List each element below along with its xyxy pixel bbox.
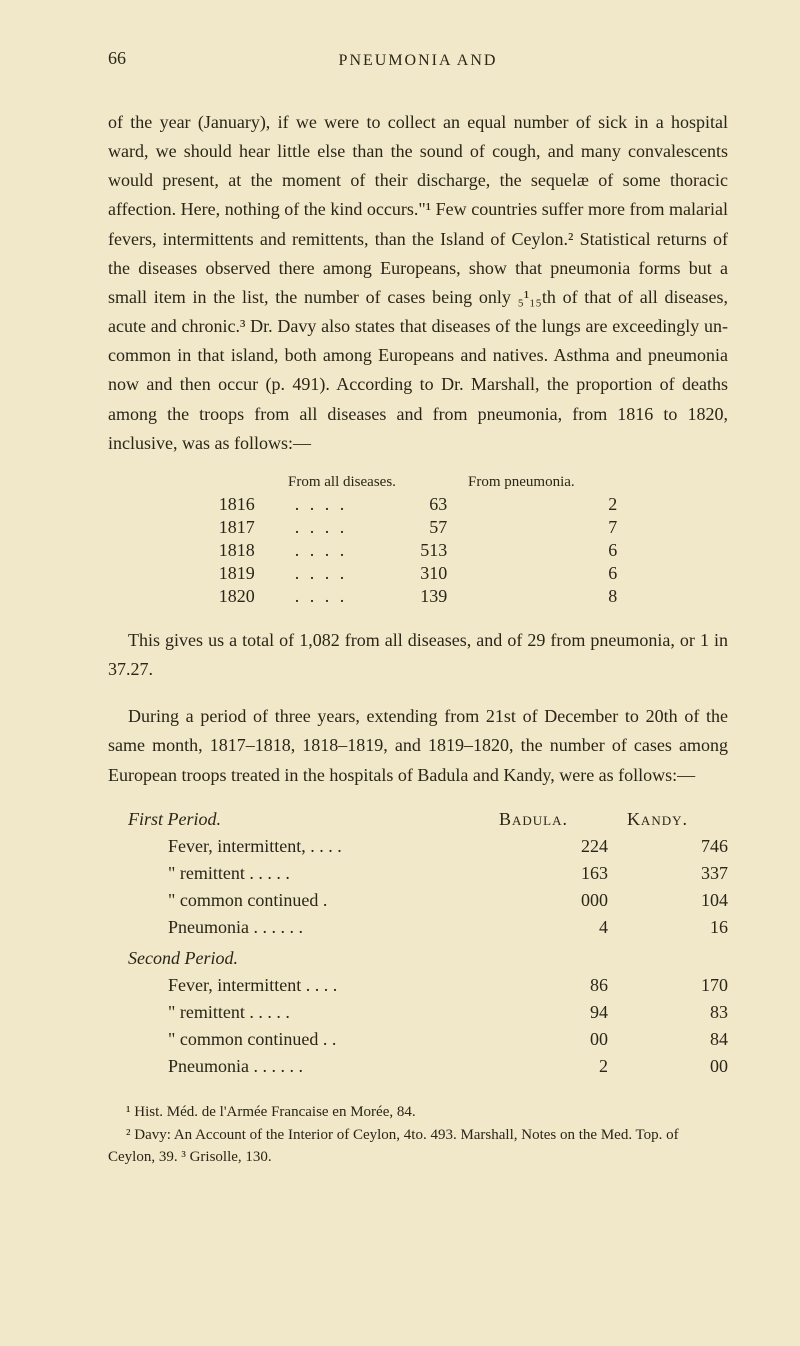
table-row: 1817 . . . . 57 7	[199, 516, 638, 539]
diseases-cell: 57	[367, 516, 467, 539]
dots-cell: . . . .	[275, 585, 368, 608]
row-c1: 224	[508, 833, 608, 860]
year-cell: 1816	[199, 493, 275, 516]
row-label: Fever, intermittent, . . . .	[108, 833, 508, 860]
second-period-header: Second Period.	[108, 945, 728, 972]
row-label: " remittent . . . . .	[108, 860, 508, 887]
year-cell: 1817	[199, 516, 275, 539]
year-cell: 1818	[199, 539, 275, 562]
table-1-head-col2: From pneumonia.	[468, 474, 628, 491]
table-1: 1816 . . . . 63 2 1817 . . . . 57 7 1818…	[199, 493, 638, 608]
period-row: " remittent . . . . . 163 337	[108, 860, 728, 887]
row-label: Fever, intermittent . . . .	[108, 972, 508, 999]
row-c2: 16	[608, 914, 728, 941]
footnote-1: ¹ Hist. Méd. de l'Armée Francaise en Mor…	[108, 1102, 728, 1124]
row-c2: 84	[608, 1026, 728, 1053]
blank	[468, 945, 568, 972]
col-head-kandy: Kandy.	[568, 806, 688, 833]
dots-cell: . . . .	[275, 539, 368, 562]
row-label: " common continued .	[108, 887, 508, 914]
table-row: 1816 . . . . 63 2	[199, 493, 638, 516]
row-c1: 94	[508, 999, 608, 1026]
paragraph-3: During a period of three years, extendin…	[108, 702, 728, 789]
row-c2: 83	[608, 999, 728, 1026]
footnotes: ¹ Hist. Méd. de l'Armée Francaise en Mor…	[108, 1102, 728, 1169]
second-period-label: Second Period.	[108, 945, 468, 972]
row-label: " common continued . .	[108, 1026, 508, 1053]
page-number: 66	[108, 48, 126, 69]
dots-cell: . . . .	[275, 493, 368, 516]
col-head-badula: Badula.	[468, 806, 568, 833]
period-row: Fever, intermittent, . . . . 224 746	[108, 833, 728, 860]
row-c2: 00	[608, 1053, 728, 1080]
paragraph-1: of the year (January), if we were to col…	[108, 108, 728, 458]
row-label: Pneumonia . . . . . .	[108, 914, 508, 941]
first-period-label: First Period.	[108, 806, 468, 833]
pneumonia-cell: 2	[467, 493, 637, 516]
paragraph-2: This gives us a total of 1,082 from all …	[108, 626, 728, 684]
row-c2: 170	[608, 972, 728, 999]
blank	[568, 945, 688, 972]
row-c1: 4	[508, 914, 608, 941]
row-c1: 2	[508, 1053, 608, 1080]
first-period-header: First Period. Badula. Kandy.	[108, 806, 728, 833]
pneumonia-cell: 8	[467, 585, 637, 608]
diseases-cell: 63	[367, 493, 467, 516]
row-c2: 337	[608, 860, 728, 887]
page: 66 PNEUMONIA AND of the year (January), …	[0, 0, 800, 1346]
row-c1: 00	[508, 1026, 608, 1053]
running-head: PNEUMONIA AND	[108, 48, 728, 70]
row-c1: 86	[508, 972, 608, 999]
pneumonia-cell: 6	[467, 539, 637, 562]
pneumonia-cell: 7	[467, 516, 637, 539]
pneumonia-cell: 6	[467, 562, 637, 585]
row-label: " remittent . . . . .	[108, 999, 508, 1026]
footnote-2: ² Davy: An Account of the Interior of Ce…	[108, 1125, 728, 1169]
table-row: 1820 . . . . 139 8	[199, 585, 638, 608]
year-cell: 1819	[199, 562, 275, 585]
period-row: Pneumonia . . . . . . 4 16	[108, 914, 728, 941]
dots-cell: . . . .	[275, 516, 368, 539]
period-row: Pneumonia . . . . . . 2 00	[108, 1053, 728, 1080]
diseases-cell: 139	[367, 585, 467, 608]
period-row: " common continued . 000 104	[108, 887, 728, 914]
period-row: Fever, intermittent . . . . 86 170	[108, 972, 728, 999]
periods-block: First Period. Badula. Kandy. Fever, inte…	[108, 806, 728, 1080]
row-label: Pneumonia . . . . . .	[108, 1053, 508, 1080]
year-cell: 1820	[199, 585, 275, 608]
diseases-cell: 310	[367, 562, 467, 585]
table-1-caption-row: From all diseases. From pneumonia.	[188, 474, 728, 491]
row-c2: 746	[608, 833, 728, 860]
period-row: " remittent . . . . . 94 83	[108, 999, 728, 1026]
table-row: 1819 . . . . 310 6	[199, 562, 638, 585]
dots-cell: . . . .	[275, 562, 368, 585]
diseases-cell: 513	[367, 539, 467, 562]
row-c1: 163	[508, 860, 608, 887]
table-row: 1818 . . . . 513 6	[199, 539, 638, 562]
period-row: " common continued . . 00 84	[108, 1026, 728, 1053]
row-c2: 104	[608, 887, 728, 914]
row-c1: 000	[508, 887, 608, 914]
table-1-head-col1: From all diseases.	[288, 474, 468, 491]
